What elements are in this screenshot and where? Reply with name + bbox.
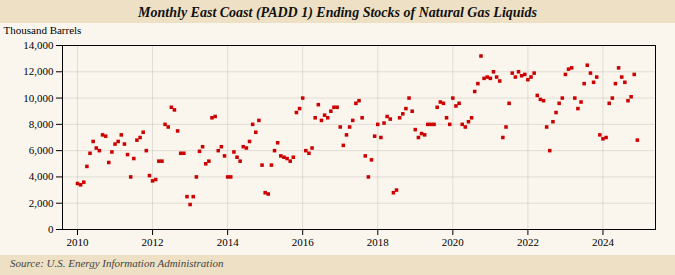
svg-text:Thousand Barrels: Thousand Barrels — [4, 24, 82, 36]
svg-text:2012: 2012 — [142, 236, 164, 248]
svg-text:14,000: 14,000 — [23, 39, 54, 51]
html-text:Source: U.S. Energy Informatio: Source: U.S. Energy Information Administ… — [10, 257, 224, 269]
html-text:Monthly East Coast (PADD 1) En: Monthly East Coast (PADD 1) Ending Stock… — [138, 5, 537, 20]
svg-text:4,000: 4,000 — [29, 170, 54, 182]
svg-text:2010: 2010 — [67, 236, 90, 248]
svg-text:10,000: 10,000 — [23, 92, 54, 104]
svg-text:2,000: 2,000 — [29, 197, 54, 209]
svg-text:2022: 2022 — [517, 236, 539, 248]
svg-text:2018: 2018 — [367, 236, 390, 248]
svg-text:8,000: 8,000 — [29, 118, 54, 130]
svg-text:0: 0 — [48, 223, 54, 235]
svg-text:2024: 2024 — [592, 236, 615, 248]
svg-text:6,000: 6,000 — [29, 144, 54, 156]
svg-text:12,000: 12,000 — [23, 65, 54, 77]
svg-text:2014: 2014 — [217, 236, 240, 248]
svg-text:2016: 2016 — [292, 236, 315, 248]
svg-text:2020: 2020 — [442, 236, 465, 248]
